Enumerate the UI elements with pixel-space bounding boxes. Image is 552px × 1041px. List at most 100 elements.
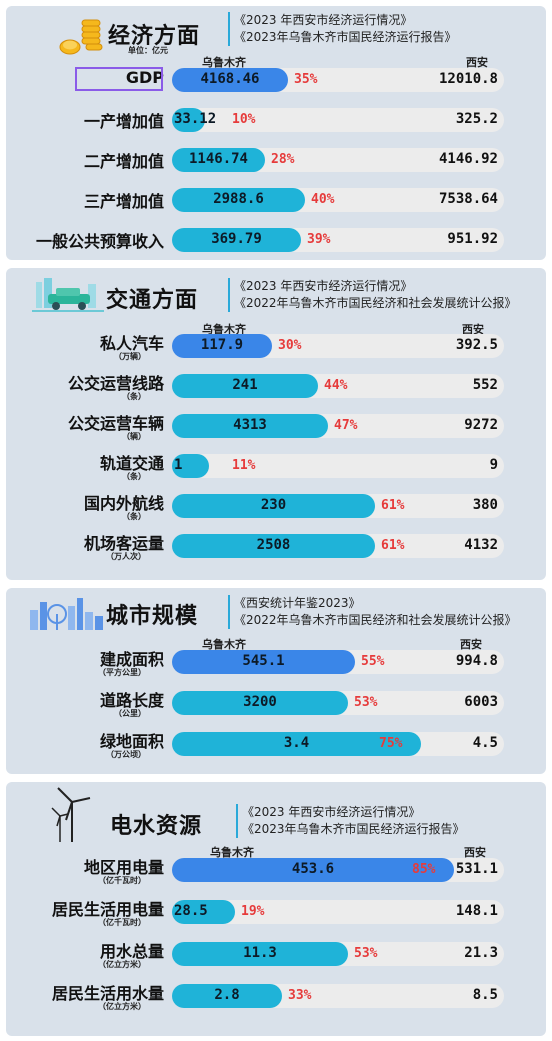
urumqi-bar	[172, 148, 265, 172]
urumqi-value: 2508	[256, 537, 291, 553]
comparison-row: 建成面积 （平方公里） 545.1 55% 994.8	[6, 648, 546, 677]
comparison-track: 1146.74 28% 4146.92	[172, 148, 504, 172]
source-line: 《2022年乌鲁木齐市国民经济和社会发展统计公报》	[234, 296, 517, 310]
row-unit: （万辆）	[114, 352, 146, 361]
xian-value: 21.3	[464, 945, 498, 961]
xian-value: 8.5	[472, 987, 498, 1003]
section-title: 电水资源	[110, 814, 203, 839]
row-unit: （万公顷）	[106, 750, 146, 759]
xian-value: 6003	[464, 694, 498, 710]
economy-panel: 经济方面 单位：亿元 《2023 年西安市经济运行情况》 《2023年乌鲁木齐市…	[6, 6, 546, 260]
comparison-track: 117.9 30% 392.5	[172, 334, 504, 358]
row-label: 居民生活用水量	[51, 984, 164, 1003]
source-notes: 《2023 年西安市经济运行情况》 《2022年乌鲁木齐市国民经济和社会发展统计…	[228, 278, 517, 312]
row-label: 建成面积	[99, 650, 164, 669]
ratio-percent: 61%	[381, 498, 405, 513]
source-divider	[228, 278, 230, 312]
comparison-track: 453.6 85% 531.1	[172, 858, 504, 882]
comparison-row: 私人汽车 （万辆） 117.9 30% 392.5	[6, 332, 546, 361]
xian-value: 951.92	[447, 231, 498, 247]
comparison-track: 3.4 75% 4.5	[172, 732, 504, 756]
comparison-row: 公交运营线路 （条） 241 44% 552	[6, 372, 546, 401]
row-label: 地区用电量	[83, 858, 164, 877]
ratio-percent: 85%	[412, 862, 436, 877]
xian-value: 392.5	[455, 337, 498, 353]
comparison-row: 一般公共预算收入 369.79 39% 951.92	[6, 226, 546, 254]
row-label: 轨道交通	[99, 454, 164, 473]
urumqi-bar	[172, 68, 288, 92]
comparison-track: 11.3 53% 21.3	[172, 942, 504, 966]
urumqi-value: 230	[260, 497, 287, 513]
row-label: GDP	[125, 68, 164, 87]
row-unit: （平方公里）	[98, 668, 146, 677]
xian-value: 325.2	[455, 111, 498, 127]
urumqi-bar	[172, 228, 301, 252]
comparison-track: 2988.6 40% 7538.64	[172, 188, 504, 212]
column-header-xian: 西安	[460, 638, 482, 651]
comparison-row: 一产增加值 33.12 10% 325.2	[6, 106, 546, 134]
section-title: 经济方面	[108, 24, 201, 49]
source-divider	[228, 12, 230, 46]
comparison-track: 230 61% 380	[172, 494, 504, 518]
row-unit: （条）	[122, 392, 146, 401]
comparison-track: 2.8 33% 8.5	[172, 984, 504, 1008]
section-title: 城市规模	[106, 604, 199, 629]
row-unit: （亿千瓦时）	[98, 918, 146, 927]
urumqi-value: 453.6	[291, 861, 335, 877]
comparison-row: 绿地面积 （万公顷） 3.4 75% 4.5	[6, 730, 546, 759]
urumqi-value: 545.1	[242, 653, 285, 669]
row-unit: （辆）	[122, 432, 146, 441]
comparison-row: 国内外航线 （条） 230 61% 380	[6, 492, 546, 521]
row-label: 用水总量	[99, 942, 164, 961]
column-header-urumqi: 乌鲁木齐	[202, 56, 246, 69]
ratio-percent: 55%	[361, 654, 385, 669]
source-line: 《2023年乌鲁木齐市国民经济运行报告》	[242, 822, 465, 836]
row-unit: （公里）	[114, 709, 146, 718]
urumqi-value: 11.3	[243, 945, 277, 961]
source-line: 《2023 年西安市经济运行情况》	[242, 805, 421, 819]
row-label: 一般公共预算收入	[35, 232, 164, 251]
urumqi-bar	[172, 454, 209, 478]
row-unit: （条）	[122, 472, 146, 481]
xian-value: 9272	[464, 417, 498, 433]
row-unit: （亿千瓦时）	[98, 876, 146, 885]
column-header-urumqi: 乌鲁木齐	[202, 323, 246, 336]
xian-value: 148.1	[455, 903, 498, 919]
comparison-track: 4313 47% 9272	[172, 414, 504, 438]
ratio-percent: 11%	[232, 458, 256, 473]
comparison-track: 545.1 55% 994.8	[172, 650, 504, 674]
comparison-row: 用水总量 （亿立方米） 11.3 53% 21.3	[6, 940, 546, 969]
comparison-row: 轨道交通 （条） 1 11% 9	[6, 452, 546, 481]
comparison-track: 1 11% 9	[172, 454, 504, 478]
comparison-row: GDP 4168.46 35% 12010.8	[6, 66, 546, 94]
source-line: 《2022年乌鲁木齐市国民经济和社会发展统计公报》	[234, 613, 517, 627]
urumqi-value: 4313	[233, 417, 267, 433]
urumqi-value: 3.4	[283, 735, 310, 751]
urumqi-value: 369.79	[211, 231, 262, 247]
coins-icon	[59, 19, 103, 55]
xian-value: 7538.64	[438, 191, 498, 207]
xian-value: 4146.92	[438, 151, 498, 167]
urumqi-bar	[172, 691, 348, 715]
urumqi-value: 3200	[243, 694, 277, 710]
row-label: 国内外航线	[83, 494, 164, 513]
urumqi-value: 1	[174, 457, 183, 473]
comparison-row: 居民生活用电量 （亿千瓦时） 28.5 19% 148.1	[6, 898, 546, 927]
ratio-percent: 19%	[241, 904, 265, 919]
ratio-percent: 53%	[354, 946, 378, 961]
xian-value: 9	[489, 457, 498, 473]
ratio-percent: 39%	[307, 232, 331, 247]
urumqi-value: 241	[232, 377, 258, 393]
urumqi-bar	[172, 494, 375, 518]
xian-value: 4.5	[472, 735, 498, 751]
comparison-row: 三产增加值 2988.6 40% 7538.64	[6, 186, 546, 214]
ratio-percent: 35%	[294, 72, 318, 87]
comparison-track: 33.12 10% 325.2	[172, 108, 504, 132]
row-label: 绿地面积	[99, 732, 164, 751]
row-label: 一产增加值	[83, 112, 164, 131]
wind-turbine-icon	[51, 787, 91, 842]
comparison-row: 居民生活用水量 （亿立方米） 2.8 33% 8.5	[6, 982, 546, 1011]
urumqi-bar	[172, 650, 355, 674]
comparison-row: 道路长度 （公里） 3200 53% 6003	[6, 689, 546, 718]
transport-panel: 交通方面 《2023 年西安市经济运行情况》 《2022年乌鲁木齐市国民经济和社…	[6, 268, 546, 580]
